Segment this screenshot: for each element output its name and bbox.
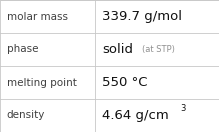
Text: 550 °C: 550 °C — [102, 76, 147, 89]
Text: molar mass: molar mass — [7, 11, 68, 22]
Text: solid: solid — [102, 43, 133, 56]
Text: (at STP): (at STP) — [142, 45, 175, 54]
Text: 3: 3 — [181, 104, 186, 113]
Text: phase: phase — [7, 44, 38, 55]
Text: melting point: melting point — [7, 77, 76, 88]
Text: density: density — [7, 110, 45, 121]
Text: 339.7 g/mol: 339.7 g/mol — [102, 10, 182, 23]
Text: 4.64 g/cm: 4.64 g/cm — [102, 109, 169, 122]
